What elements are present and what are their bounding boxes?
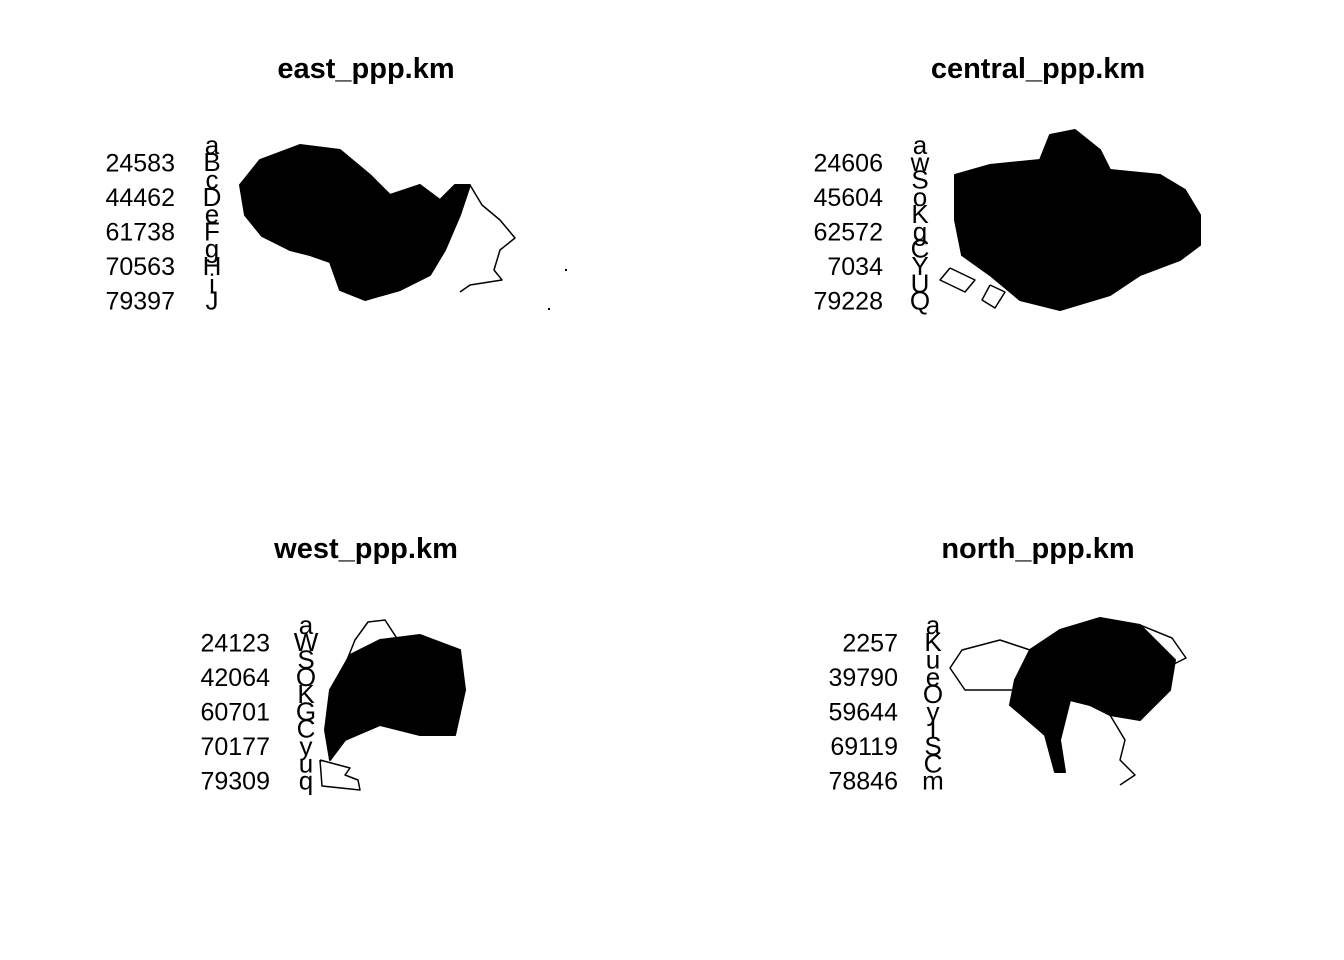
legend-value: 2257 [842, 630, 898, 658]
legend-symbol: C [924, 748, 943, 778]
legend-symbol: a [205, 130, 220, 160]
legend-value: 45604 [813, 184, 883, 212]
map-north [949, 617, 1187, 786]
legend-symbol: K [924, 627, 942, 657]
panel-title: north_ppp.km [941, 533, 1134, 565]
legend-value: 39790 [828, 664, 898, 692]
legend-symbol: O [296, 662, 316, 692]
legend-symbol: Y [911, 251, 928, 281]
legend-symbol: W [294, 627, 319, 657]
legend-value: 24606 [813, 150, 883, 178]
legend-symbol: a [913, 130, 928, 160]
panel-title: west_ppp.km [273, 533, 458, 565]
legend-value: 70177 [200, 733, 270, 761]
legend-value: 70563 [105, 253, 175, 281]
legend-value: 42064 [200, 664, 270, 692]
legend-value: 7034 [827, 253, 883, 281]
legend-symbol: c [206, 164, 219, 194]
legend-value: 78846 [828, 768, 898, 796]
legend-symbol: I [929, 714, 936, 744]
legend-symbol: O [923, 679, 943, 709]
legend-value: 62572 [813, 219, 883, 247]
legend-symbol: i [209, 268, 215, 298]
legend-symbol: Q [910, 286, 930, 316]
legend-symbol: S [297, 644, 314, 674]
legend-value: 79228 [813, 288, 883, 316]
legend-symbol: a [299, 610, 314, 640]
legend-symbol: F [204, 216, 220, 246]
legend-symbol: y [300, 731, 313, 761]
legend-symbol: u [926, 644, 940, 674]
legend-symbol: u [299, 748, 313, 778]
legend-symbol: H [203, 251, 222, 281]
legend-symbol: D [203, 182, 222, 212]
legend-value: 79309 [200, 768, 270, 796]
legend-symbol: B [203, 147, 220, 177]
legend-symbol: K [297, 679, 315, 709]
legend-symbol: S [911, 164, 928, 194]
legend-value: 60701 [200, 699, 270, 727]
legend-symbol: U [911, 268, 930, 298]
legend-symbol: g [205, 234, 219, 264]
map-east [239, 144, 567, 310]
legend-symbol: g [913, 216, 927, 246]
legend-symbol: o [913, 182, 927, 212]
legend-symbol: S [924, 731, 941, 761]
legend-symbol: m [922, 766, 944, 796]
legend-value: 59644 [828, 699, 898, 727]
legend-symbol: a [926, 610, 941, 640]
legend-symbol: w [910, 147, 930, 177]
legend-symbol: J [206, 286, 219, 316]
legend-value: 24583 [105, 150, 175, 178]
map-west [319, 619, 466, 791]
legend-symbol: C [911, 234, 930, 264]
legend-symbol: y [927, 696, 940, 726]
legend-value: 69119 [830, 733, 898, 761]
legend-value: 61738 [105, 219, 175, 247]
legend-value: 79397 [105, 288, 175, 316]
legend-symbol: G [296, 696, 316, 726]
map-central [939, 129, 1201, 311]
legend-symbol: K [911, 199, 929, 229]
panel-title: central_ppp.km [931, 53, 1145, 85]
legend-symbol: q [299, 766, 313, 796]
panel-title: east_ppp.km [277, 53, 454, 85]
legend-symbol: e [205, 199, 219, 229]
legend-symbol: C [297, 714, 316, 744]
legend-value: 44462 [105, 184, 175, 212]
legend-symbol: e [926, 662, 940, 692]
legend-value: 24123 [200, 630, 270, 658]
